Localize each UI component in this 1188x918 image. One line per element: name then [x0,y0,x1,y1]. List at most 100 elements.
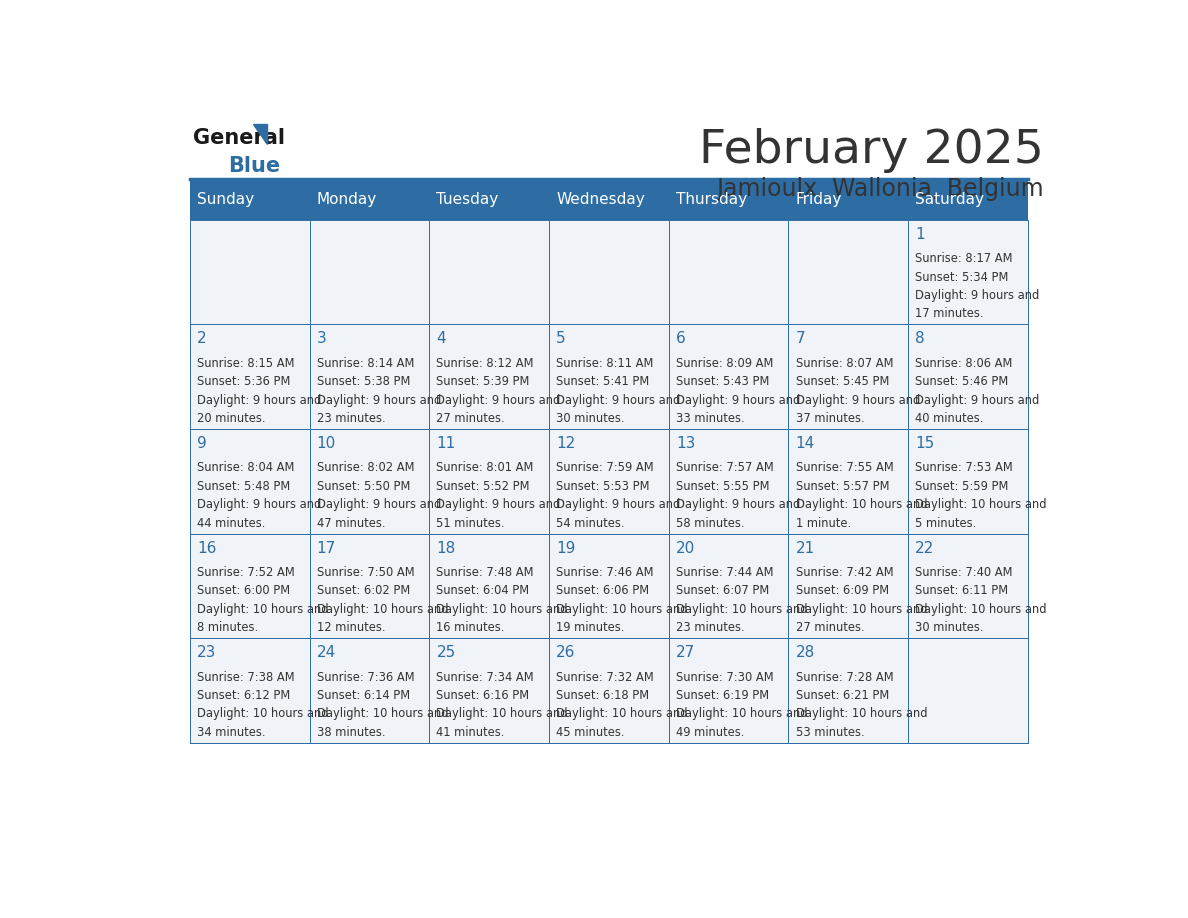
Text: Sunset: 5:53 PM: Sunset: 5:53 PM [556,480,650,493]
Text: 25: 25 [436,645,456,660]
Text: Wednesday: Wednesday [556,192,645,207]
Text: Daylight: 10 hours and: Daylight: 10 hours and [317,708,448,721]
Text: Sunset: 6:07 PM: Sunset: 6:07 PM [676,585,769,598]
Text: 12 minutes.: 12 minutes. [317,621,385,634]
Bar [429,638,549,743]
Text: 2: 2 [197,331,207,346]
Text: Daylight: 10 hours and: Daylight: 10 hours and [197,603,329,616]
Text: Sunrise: 8:04 AM: Sunrise: 8:04 AM [197,462,295,475]
Bar [429,324,549,429]
Text: Sunset: 5:48 PM: Sunset: 5:48 PM [197,480,290,493]
Text: Sunset: 6:04 PM: Sunset: 6:04 PM [436,585,530,598]
Text: February 2025: February 2025 [699,128,1043,173]
Text: 13: 13 [676,436,695,451]
Text: 14: 14 [796,436,815,451]
Text: 38 minutes.: 38 minutes. [317,726,385,739]
Bar [190,429,310,533]
Bar [908,219,1028,324]
Text: Daylight: 9 hours and: Daylight: 9 hours and [676,498,801,511]
Text: 16: 16 [197,541,216,555]
Bar [789,533,908,638]
Text: Sunrise: 7:57 AM: Sunrise: 7:57 AM [676,462,773,475]
Text: Daylight: 10 hours and: Daylight: 10 hours and [796,603,927,616]
Bar [190,638,310,743]
Text: Daylight: 10 hours and: Daylight: 10 hours and [556,603,688,616]
Bar [908,638,1028,743]
Bar [549,324,669,429]
Text: 30 minutes.: 30 minutes. [915,621,984,634]
Text: 19 minutes.: 19 minutes. [556,621,625,634]
Bar [190,219,310,324]
Text: Daylight: 10 hours and: Daylight: 10 hours and [915,498,1047,511]
Text: 19: 19 [556,541,575,555]
Text: Sunset: 6:00 PM: Sunset: 6:00 PM [197,585,290,598]
Text: Sunset: 5:52 PM: Sunset: 5:52 PM [436,480,530,493]
Text: Sunset: 5:34 PM: Sunset: 5:34 PM [915,271,1009,284]
Text: 8 minutes.: 8 minutes. [197,621,258,634]
Text: Tuesday: Tuesday [436,192,499,207]
Text: Daylight: 10 hours and: Daylight: 10 hours and [436,603,568,616]
Text: Sunrise: 7:36 AM: Sunrise: 7:36 AM [317,671,415,684]
Text: 16 minutes.: 16 minutes. [436,621,505,634]
Bar [789,638,908,743]
Text: Sunrise: 7:52 AM: Sunrise: 7:52 AM [197,566,295,579]
Text: Sunset: 6:19 PM: Sunset: 6:19 PM [676,689,769,702]
Text: Sunset: 5:55 PM: Sunset: 5:55 PM [676,480,770,493]
Bar [669,179,789,219]
Text: Sunset: 5:39 PM: Sunset: 5:39 PM [436,375,530,388]
Bar [549,219,669,324]
Text: 51 minutes.: 51 minutes. [436,517,505,530]
Text: Jamioulx, Wallonia, Belgium: Jamioulx, Wallonia, Belgium [716,177,1043,201]
Text: 23 minutes.: 23 minutes. [676,621,745,634]
Text: Daylight: 10 hours and: Daylight: 10 hours and [676,708,808,721]
Bar [908,179,1028,219]
Text: Sunset: 5:46 PM: Sunset: 5:46 PM [915,375,1009,388]
Text: Sunrise: 8:11 AM: Sunrise: 8:11 AM [556,357,653,370]
Text: Sunrise: 7:44 AM: Sunrise: 7:44 AM [676,566,773,579]
Bar [190,179,310,219]
Text: Daylight: 9 hours and: Daylight: 9 hours and [796,394,920,407]
Bar [908,533,1028,638]
Text: 21: 21 [796,541,815,555]
Text: 37 minutes.: 37 minutes. [796,412,864,425]
Bar [310,179,429,219]
Text: Sunrise: 7:55 AM: Sunrise: 7:55 AM [796,462,893,475]
Text: Sunday: Sunday [197,192,254,207]
Text: Daylight: 9 hours and: Daylight: 9 hours and [436,498,561,511]
Text: Daylight: 10 hours and: Daylight: 10 hours and [436,708,568,721]
Text: Thursday: Thursday [676,192,747,207]
Text: 27 minutes.: 27 minutes. [436,412,505,425]
Text: Daylight: 10 hours and: Daylight: 10 hours and [796,498,927,511]
Text: Sunrise: 7:40 AM: Sunrise: 7:40 AM [915,566,1012,579]
Text: Sunset: 6:06 PM: Sunset: 6:06 PM [556,585,650,598]
Text: 4: 4 [436,331,447,346]
Text: 44 minutes.: 44 minutes. [197,517,265,530]
Text: 12: 12 [556,436,575,451]
Text: Sunrise: 7:46 AM: Sunrise: 7:46 AM [556,566,653,579]
Text: 10: 10 [317,436,336,451]
Text: Daylight: 10 hours and: Daylight: 10 hours and [676,603,808,616]
Text: 40 minutes.: 40 minutes. [915,412,984,425]
Text: 18: 18 [436,541,456,555]
Text: Daylight: 9 hours and: Daylight: 9 hours and [915,394,1040,407]
Bar [310,533,429,638]
Text: 5 minutes.: 5 minutes. [915,517,977,530]
Text: Sunrise: 7:53 AM: Sunrise: 7:53 AM [915,462,1013,475]
Text: Sunset: 5:50 PM: Sunset: 5:50 PM [317,480,410,493]
Text: 11: 11 [436,436,456,451]
Text: Sunset: 5:59 PM: Sunset: 5:59 PM [915,480,1009,493]
Text: 8: 8 [915,331,925,346]
Text: Sunset: 5:41 PM: Sunset: 5:41 PM [556,375,650,388]
Text: Daylight: 9 hours and: Daylight: 9 hours and [556,394,681,407]
Text: 23 minutes.: 23 minutes. [317,412,385,425]
Text: Sunset: 5:38 PM: Sunset: 5:38 PM [317,375,410,388]
Text: Sunrise: 7:32 AM: Sunrise: 7:32 AM [556,671,653,684]
Text: 34 minutes.: 34 minutes. [197,726,266,739]
Text: Daylight: 9 hours and: Daylight: 9 hours and [197,394,322,407]
Text: Sunrise: 8:02 AM: Sunrise: 8:02 AM [317,462,415,475]
Text: 1: 1 [915,227,925,241]
Text: Sunrise: 7:34 AM: Sunrise: 7:34 AM [436,671,535,684]
Bar [549,179,669,219]
Text: Sunrise: 8:01 AM: Sunrise: 8:01 AM [436,462,533,475]
Text: Daylight: 10 hours and: Daylight: 10 hours and [317,603,448,616]
